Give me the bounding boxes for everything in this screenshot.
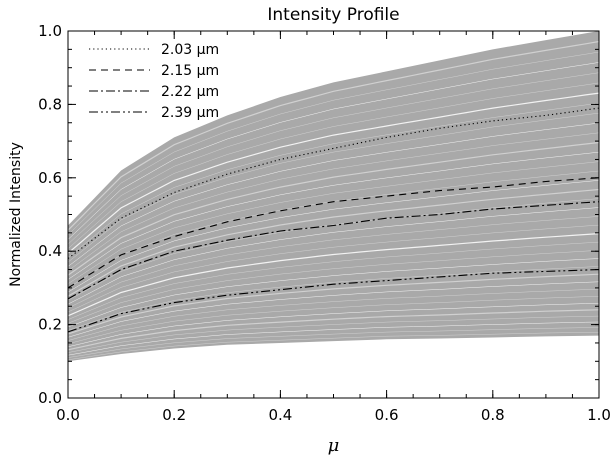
- band-gap-line: [67, 72, 600, 245]
- y-tick-label: 0.0: [38, 389, 62, 407]
- curve-band-fill: [68, 31, 599, 362]
- band-gap-line: [67, 180, 600, 293]
- series-line: [67, 269, 600, 333]
- band-gap-line: [67, 161, 600, 284]
- band-gap-line: [67, 302, 600, 348]
- band-gap-line: [67, 250, 600, 324]
- band-gap-line: [67, 51, 600, 236]
- band-gap-line: [67, 216, 600, 309]
- band-gap-line: [67, 288, 600, 341]
- band-gap-line: [67, 40, 600, 231]
- band-gap-line: [67, 132, 600, 272]
- band-gap-line: [67, 309, 600, 351]
- y-tick-label: 0.2: [38, 316, 62, 334]
- band-gap-line: [67, 82, 600, 249]
- band-gap-line: [67, 224, 600, 313]
- legend-label: 2.15 μm: [161, 63, 219, 79]
- band-gap-line: [67, 315, 600, 353]
- x-axis-label: μ: [328, 435, 340, 456]
- band-gap-line: [67, 102, 600, 258]
- background-curve-band: [67, 31, 600, 362]
- y-tick-label: 0.8: [38, 95, 62, 113]
- band-gap-line: [67, 296, 600, 345]
- x-tick-label: 1.0: [587, 406, 611, 424]
- x-tick-label: 0.4: [268, 406, 292, 424]
- chart-title: Intensity Profile: [267, 5, 399, 25]
- series-line: [67, 107, 600, 259]
- y-tick-label: 1.0: [38, 22, 62, 40]
- x-tick-label: 0.8: [481, 406, 505, 424]
- band-gap-line: [67, 233, 600, 317]
- band-gap-line: [67, 258, 600, 328]
- band-gap-line: [67, 141, 600, 276]
- y-tick-label: 0.4: [38, 242, 62, 260]
- x-tick-label: 0.0: [56, 406, 80, 424]
- band-gap-line: [67, 241, 600, 320]
- band-gap-line: [67, 331, 600, 361]
- band-gap-line: [67, 198, 600, 301]
- series-line: [67, 201, 600, 300]
- legend: 2.03 μm 2.15 μm 2.22 μm 2.39 μm: [89, 42, 219, 121]
- legend-label: 2.39 μm: [161, 105, 219, 121]
- legend-label: 2.22 μm: [161, 84, 219, 100]
- x-tick-label: 0.2: [162, 406, 186, 424]
- y-tick-label: 0.6: [38, 169, 62, 187]
- band-gap-line: [67, 122, 600, 267]
- band-gap-line: [67, 321, 600, 356]
- band-gap-line: [67, 327, 600, 358]
- series-lines: [67, 107, 600, 333]
- y-axis-label: Normalized Intensity: [8, 142, 24, 287]
- band-gap-line: [67, 207, 600, 305]
- band-gap-line: [67, 112, 600, 263]
- series-line: [67, 177, 600, 289]
- band-gap-line: [67, 266, 600, 331]
- band-gap-line: [67, 273, 600, 335]
- axis-ticks: 0.0 0.2 0.4 0.6 0.8 1.0 0.0 0.2 0.4 0.6 0.8 1.0: [38, 22, 611, 424]
- legend-label: 2.03 μm: [161, 42, 219, 58]
- band-gap-line: [67, 62, 600, 240]
- band-gap-line: [67, 281, 600, 338]
- band-gap-line: [67, 92, 600, 254]
- x-tick-label: 0.6: [375, 406, 399, 424]
- band-gap-line: [67, 151, 600, 280]
- band-gap-line: [67, 188, 600, 297]
